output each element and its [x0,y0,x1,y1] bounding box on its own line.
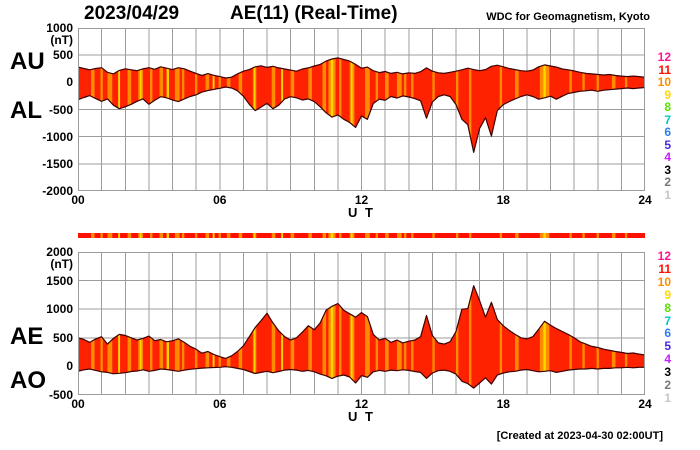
legend-station-count-10: 10 [657,75,671,89]
legend-station-count-5: 5 [664,137,671,152]
station-count-strip [78,233,645,238]
legend-station-count-7: 7 [664,112,671,127]
y-tick-label: -500 [48,102,73,117]
created-at-label: [Created at 2023-04-30 02:00UT] [496,430,663,442]
legend-station-count-6: 6 [664,326,671,341]
y-tick-label: -1500 [42,156,73,171]
y-tick-label: -500 [48,388,73,402]
legend-station-count-4: 4 [664,150,671,164]
y-tick-label: 500 [52,330,73,345]
y-tick-label: 1500 [46,273,73,288]
y-tick-label: 1000 [46,302,73,317]
ae-ao-chart [78,252,645,395]
x-axis-title: U T [348,205,375,220]
y-tick-label: -1000 [42,129,73,144]
source-label: WDC for Geomagnetism, Kyoto [486,11,650,23]
x-tick-label: 24 [638,193,652,207]
y-tick-label: -2000 [42,184,73,198]
ao-label: AO [10,367,46,394]
x-tick-label: 12 [354,397,369,411]
legend-station-count-12: 12 [657,50,671,64]
legend-station-count-6: 6 [664,125,671,139]
y-tick-label: 500 [52,48,73,63]
page-title: AE(11) (Real-Time) [230,3,398,24]
y-axis-unit: (nT) [50,257,73,271]
au-al-chart [78,28,645,191]
legend-station-count-10: 10 [657,274,671,289]
x-tick-label: 18 [496,193,510,207]
x-tick-label: 06 [213,193,227,207]
legend-station-count-3: 3 [664,162,671,177]
y-tick-label: 1000 [46,21,73,35]
page-title-date: 2023/04/29 [84,3,180,24]
legend-station-count-4: 4 [664,352,671,367]
legend-station-count-1: 1 [664,187,671,202]
x-tick-label: 12 [354,193,369,207]
ae-label: AE [10,323,44,350]
au-label: AU [10,48,45,75]
legend-station-count-8: 8 [664,300,671,315]
legend-station-count-2: 2 [664,378,671,392]
legend-station-count-5: 5 [664,339,671,354]
y-tick-label: 2000 [46,245,73,259]
x-tick-label: 00 [71,193,85,207]
x-axis-title: U T [348,409,375,424]
legend-station-count-1: 1 [664,390,671,405]
legend-station-count-9: 9 [664,287,671,302]
y-tick-label: 0 [66,75,73,90]
legend-station-count-11: 11 [658,261,671,276]
y-tick-label: 0 [66,359,73,374]
legend-station-count-2: 2 [664,175,671,189]
x-tick-label: 24 [638,397,652,411]
al-label: AL [10,97,42,124]
legend-station-count-7: 7 [664,313,671,328]
legend-station-count-9: 9 [664,87,671,102]
x-tick-label: 00 [71,397,85,411]
legend-station-count-3: 3 [664,365,671,380]
legend-station-count-11: 11 [658,62,671,77]
legend-station-count-8: 8 [664,100,671,114]
x-tick-label: 06 [213,397,227,411]
y-axis-unit: (nT) [50,33,73,47]
x-tick-label: 18 [496,397,510,411]
legend-station-count-12: 12 [657,249,671,263]
